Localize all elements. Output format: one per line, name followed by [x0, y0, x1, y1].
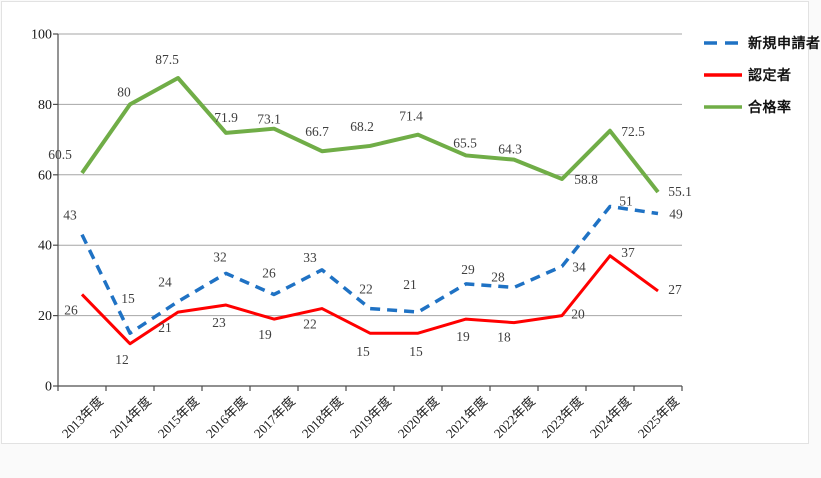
svg-text:60.5: 60.5 — [48, 147, 72, 162]
svg-text:72.5: 72.5 — [621, 124, 645, 139]
svg-text:19: 19 — [456, 329, 470, 344]
svg-text:20: 20 — [38, 309, 52, 324]
chart-legend: 新規申請者 認定者 合格率 — [703, 33, 821, 129]
svg-text:60: 60 — [38, 168, 52, 183]
svg-text:23: 23 — [212, 315, 226, 330]
svg-text:2016年度: 2016年度 — [203, 394, 250, 441]
svg-text:2014年度: 2014年度 — [107, 394, 154, 441]
svg-text:2024年度: 2024年度 — [587, 394, 634, 441]
svg-text:100: 100 — [31, 28, 52, 43]
svg-text:68.2: 68.2 — [350, 119, 374, 134]
svg-text:26: 26 — [64, 302, 78, 317]
svg-text:19: 19 — [258, 327, 272, 342]
svg-text:27: 27 — [668, 282, 682, 297]
legend-item-new-applicants: 新規申請者 — [703, 33, 821, 53]
svg-text:58.8: 58.8 — [574, 172, 598, 187]
legend-label-certified: 認定者 — [748, 69, 792, 84]
svg-text:80: 80 — [38, 98, 52, 113]
svg-text:18: 18 — [497, 330, 511, 345]
svg-text:37: 37 — [621, 245, 635, 260]
svg-text:64.3: 64.3 — [498, 142, 522, 157]
svg-text:71.9: 71.9 — [214, 110, 238, 125]
svg-text:2021年度: 2021年度 — [443, 394, 490, 441]
svg-text:22: 22 — [303, 317, 317, 332]
svg-text:71.4: 71.4 — [399, 109, 423, 124]
legend-marker-new-applicants-icon — [704, 41, 742, 45]
svg-text:20: 20 — [571, 307, 585, 322]
svg-text:2013年度: 2013年度 — [59, 394, 106, 441]
svg-text:15: 15 — [356, 344, 370, 359]
svg-text:29: 29 — [461, 262, 475, 277]
svg-text:0: 0 — [45, 380, 52, 395]
svg-text:51: 51 — [619, 193, 633, 208]
svg-text:32: 32 — [213, 249, 227, 264]
svg-text:2019年度: 2019年度 — [347, 394, 394, 441]
svg-text:66.7: 66.7 — [305, 124, 329, 139]
svg-text:26: 26 — [262, 265, 276, 280]
svg-text:2020年度: 2020年度 — [395, 394, 442, 441]
svg-text:2017年度: 2017年度 — [251, 394, 298, 441]
svg-text:2025年度: 2025年度 — [635, 394, 682, 441]
svg-text:33: 33 — [303, 250, 317, 265]
svg-text:21: 21 — [403, 277, 417, 292]
svg-text:43: 43 — [63, 208, 77, 223]
svg-text:49: 49 — [669, 207, 683, 222]
svg-text:2015年度: 2015年度 — [155, 394, 202, 441]
svg-text:2018年度: 2018年度 — [299, 394, 346, 441]
svg-text:28: 28 — [491, 269, 505, 284]
svg-text:65.5: 65.5 — [453, 135, 477, 150]
svg-text:15: 15 — [409, 344, 423, 359]
legend-marker-certified-icon — [704, 73, 742, 77]
svg-text:24: 24 — [158, 275, 172, 290]
svg-text:2022年度: 2022年度 — [491, 394, 538, 441]
svg-text:21: 21 — [158, 320, 172, 335]
legend-label-new-applicants: 新規申請者 — [748, 37, 821, 52]
svg-text:40: 40 — [38, 239, 52, 254]
svg-text:12: 12 — [115, 352, 129, 367]
svg-text:87.5: 87.5 — [155, 52, 179, 67]
legend-item-certified: 認定者 — [703, 65, 821, 85]
svg-text:73.1: 73.1 — [257, 112, 281, 127]
chart-image-frame — [1, 1, 809, 444]
legend-item-pass-rate: 合格率 — [703, 97, 821, 117]
svg-text:80: 80 — [117, 84, 131, 99]
svg-text:55.1: 55.1 — [668, 184, 692, 199]
legend-label-pass-rate: 合格率 — [748, 101, 792, 116]
legend-marker-pass-rate-icon — [704, 105, 742, 109]
svg-text:15: 15 — [121, 291, 135, 306]
svg-text:2023年度: 2023年度 — [539, 394, 586, 441]
svg-text:34: 34 — [572, 259, 586, 274]
svg-text:22: 22 — [359, 282, 373, 297]
